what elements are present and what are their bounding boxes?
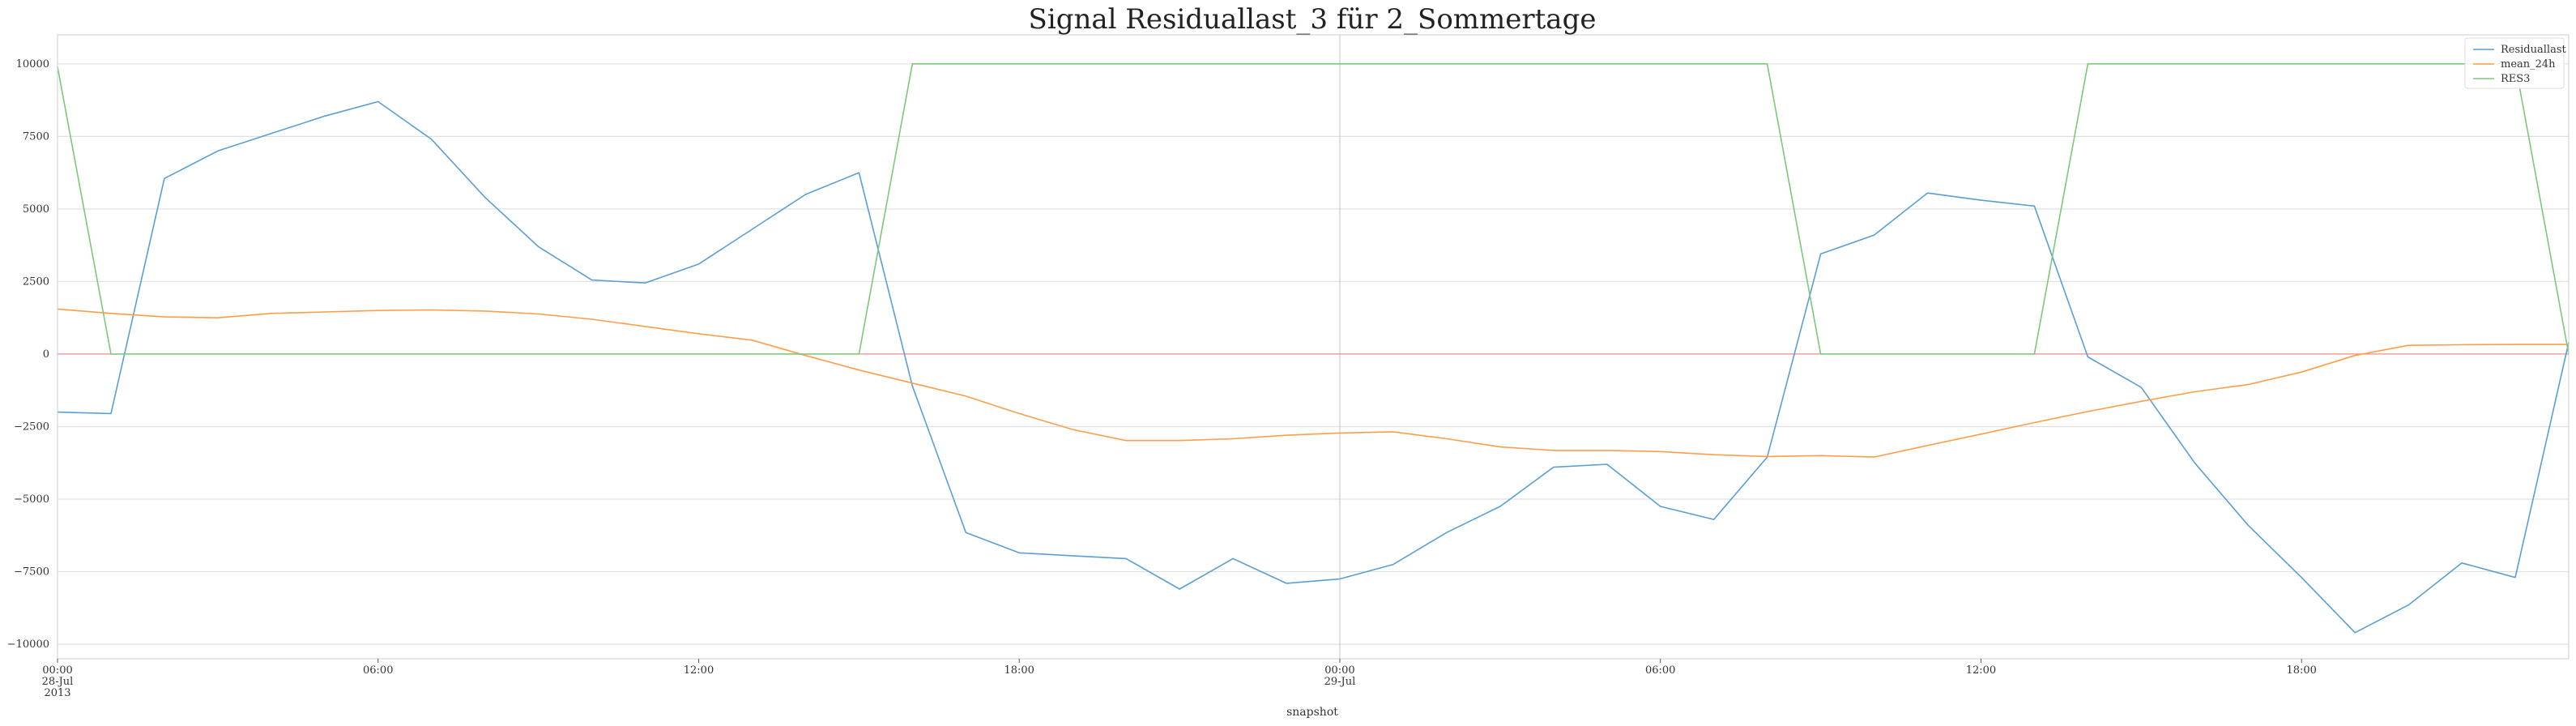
y-tick-label: 7500 xyxy=(23,130,49,143)
x-tick-label: 00:00 xyxy=(42,664,72,677)
plot-frame xyxy=(57,34,2570,660)
chart-title: Signal Residuallast_3 für 2_Sommertage xyxy=(1029,3,1597,36)
x-tick-label: 28-Jul xyxy=(42,676,74,688)
y-tick-label: 10000 xyxy=(16,58,49,70)
x-tick-label: 06:00 xyxy=(1645,664,1675,677)
y-tick-label: 0 xyxy=(43,348,49,361)
legend-box xyxy=(2464,37,2565,89)
x-tick-label: 18:00 xyxy=(2286,664,2316,677)
y-tick-label: 2500 xyxy=(23,275,49,288)
legend-label: RES3 xyxy=(2501,73,2530,85)
series-line-res3 xyxy=(57,63,2570,355)
series-layer xyxy=(57,63,2570,634)
legend: Residuallast mean_24h RES3 xyxy=(2464,37,2566,89)
y-tick-label: 5000 xyxy=(23,203,49,216)
x-tick-label: 06:00 xyxy=(363,664,393,677)
x-tick-label: 29-Jul xyxy=(1324,676,1356,688)
x-axis-label: snapshot xyxy=(1286,706,1338,719)
series-line-residuallast xyxy=(57,100,2570,634)
x-tick-label: 12:00 xyxy=(1966,664,1996,677)
x-tick-label: 12:00 xyxy=(684,664,714,677)
x-tick-label: 2013 xyxy=(44,687,70,699)
x-tick-label: 00:00 xyxy=(1324,664,1354,677)
y-axis-ticks: 10000 7500 5000 2500 0 −2500 −5000 −7500 −10000 xyxy=(7,58,49,651)
y-tick-label: −10000 xyxy=(7,638,49,651)
legend-label: Residuallast xyxy=(2501,44,2566,56)
reference-layer xyxy=(58,35,2569,659)
y-tick-label: −2500 xyxy=(14,421,49,433)
series-line-mean-24h xyxy=(57,308,2569,458)
y-tick-label: −7500 xyxy=(14,566,49,579)
x-tick-label: 18:00 xyxy=(1004,664,1034,677)
y-tick-label: −5000 xyxy=(14,493,49,506)
legend-label: mean_24h xyxy=(2501,58,2556,70)
